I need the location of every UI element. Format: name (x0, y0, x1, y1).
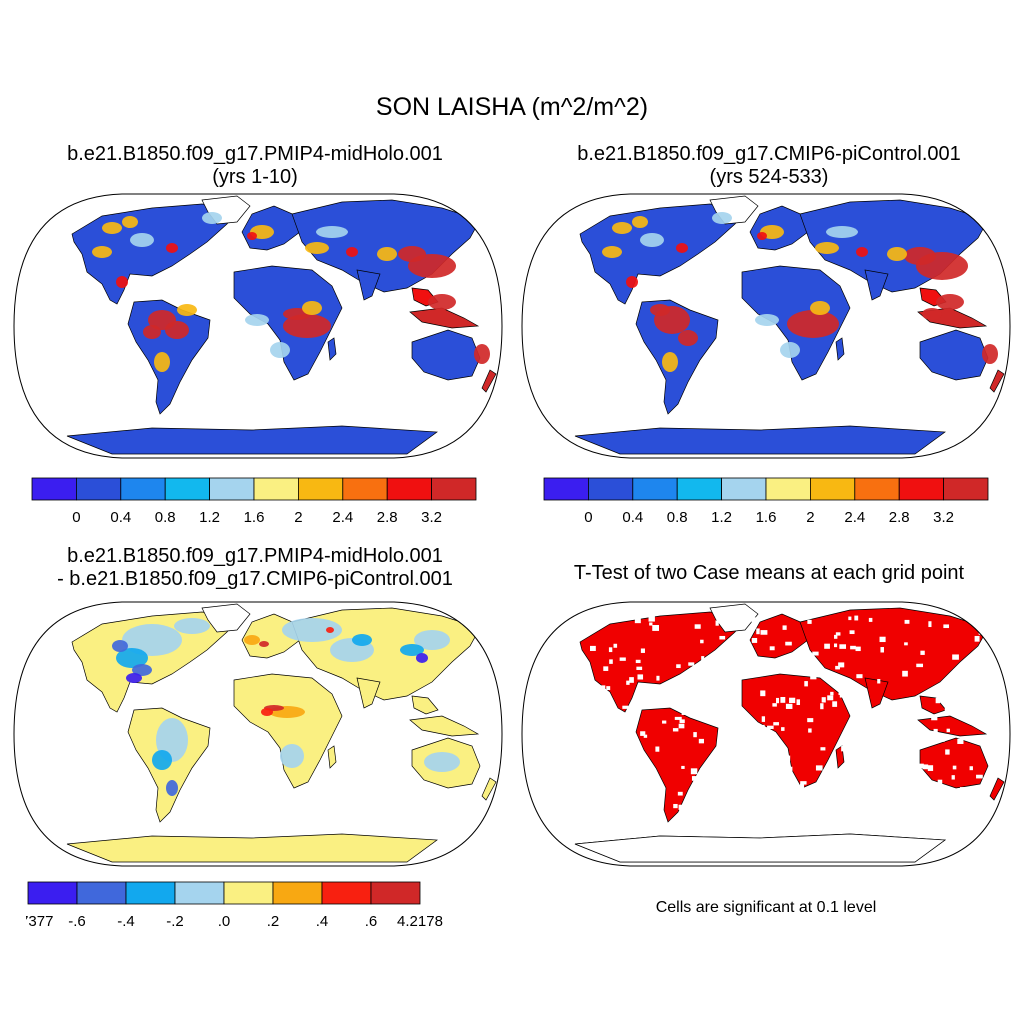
colorbar-2-swatch-0 (543, 477, 589, 501)
colorbar-1-swatch-2 (120, 477, 166, 501)
colorbar-3-swatch-3 (174, 881, 225, 905)
colorbar-panel-3: -3.7377 -.6 -.4 -.2 .0 .2 .4 .6 4.2178 (26, 881, 443, 930)
colorbar-2-swatch-3 (676, 477, 722, 501)
colorbar-3-label-8: 4.2178 (397, 913, 443, 930)
colorbar-2-swatch-4 (721, 477, 767, 501)
map-panel-midholo (13, 193, 503, 459)
colorbar-1-label-2: 0.8 (155, 509, 176, 526)
colorbar-2-swatch-7 (854, 477, 900, 501)
colorbar-1-label-1: 0.4 (110, 509, 131, 526)
colorbar-panel-1: 0 0.4 0.8 1.2 1.6 2 2.4 2.8 3.2 (31, 477, 477, 526)
colorbar-2-label-4: 1.6 (756, 509, 777, 526)
panel-4-title-line1: T-Test of two Case means at each grid po… (573, 562, 965, 584)
panel-3-title: b.e21.B1850.f09_g17.PMIP4-midHolo.001 - … (20, 545, 490, 591)
colorbar-3-swatch-2 (125, 881, 176, 905)
colorbar-1-swatch-5 (253, 477, 299, 501)
colorbar-3-swatch-1 (76, 881, 127, 905)
colorbar-3-label-5: .2 (267, 913, 280, 930)
colorbar-1-label-4: 1.6 (244, 509, 265, 526)
colorbar-2-swatch-2 (632, 477, 678, 501)
panel-2-title-line1: b.e21.B1850.f09_g17.CMIP6-piControl.001 (577, 143, 961, 165)
colorbar-2-label-7: 2.8 (889, 509, 910, 526)
colorbar-1-label-5: 2 (294, 509, 302, 526)
colorbar-1-swatch-4 (209, 477, 255, 501)
map-panel-ttest (521, 601, 1011, 867)
colorbar-1-label-0: 0 (72, 509, 80, 526)
colorbar-1-swatch-9 (431, 477, 477, 501)
colorbar-1-label-6: 2.4 (332, 509, 353, 526)
colorbar-3-swatch-5 (272, 881, 323, 905)
panel-3-title-line2: - b.e21.B1850.f09_g17.CMIP6-piControl.00… (57, 568, 453, 590)
colorbar-2-swatch-9 (943, 477, 989, 501)
colorbar-2-label-2: 0.8 (667, 509, 688, 526)
colorbar-2-swatch-6 (809, 477, 856, 501)
significance-note: Cells are significant at 0.1 level (655, 899, 877, 916)
colorbar-1-swatch-6 (297, 477, 344, 501)
colorbar-2-label-6: 2.4 (844, 509, 865, 526)
colorbar-1-swatch-1 (76, 477, 122, 501)
colorbar-3-swatch-4 (223, 881, 274, 905)
panel-1-title-line2: (yrs 1-10) (212, 166, 298, 188)
panel-2-title: b.e21.B1850.f09_g17.CMIP6-piControl.001 … (534, 143, 1004, 189)
colorbar-1-label-8: 3.2 (421, 509, 442, 526)
colorbar-3-label-7: .6 (365, 913, 378, 930)
figure-title: SON LAISHA (m^2/m^2) (375, 93, 649, 121)
colorbar-3-label-1: -.6 (68, 913, 86, 930)
colorbar-3-swatch-0 (27, 881, 78, 905)
colorbar-1-label-7: 2.8 (377, 509, 398, 526)
panel-4-title: T-Test of two Case means at each grid po… (534, 562, 1004, 585)
panel-3-title-line1: b.e21.B1850.f09_g17.PMIP4-midHolo.001 (67, 545, 443, 567)
colorbar-3-label-6: .4 (316, 913, 329, 930)
colorbar-2-label-1: 0.4 (622, 509, 643, 526)
map-panel-picontrol (521, 193, 1011, 459)
colorbar-3-label-3: -.2 (166, 913, 184, 930)
colorbar-2-swatch-1 (588, 477, 634, 501)
map-panel-difference (13, 601, 503, 867)
colorbar-2-label-8: 3.2 (933, 509, 954, 526)
colorbar-3-swatch-7 (370, 881, 421, 905)
colorbar-3-label-2: -.4 (117, 913, 135, 930)
colorbar-1-swatch-7 (342, 477, 388, 501)
colorbar-3-label-0: -3.7377 (26, 913, 53, 930)
colorbar-2-label-3: 1.2 (711, 509, 732, 526)
colorbar-1-label-3: 1.2 (199, 509, 220, 526)
colorbar-panel-2: 0 0.4 0.8 1.2 1.6 2 2.4 2.8 3.2 (543, 477, 989, 526)
panel-1-title: b.e21.B1850.f09_g17.PMIP4-midHolo.001 (y… (20, 143, 490, 189)
colorbar-2-swatch-5 (765, 477, 811, 501)
colorbar-2-label-0: 0 (584, 509, 592, 526)
colorbar-2-swatch-8 (898, 477, 945, 501)
colorbar-2-label-5: 2 (806, 509, 814, 526)
colorbar-1-swatch-0 (31, 477, 77, 501)
colorbar-1-swatch-8 (386, 477, 433, 501)
colorbar-3-label-4: .0 (218, 913, 231, 930)
colorbar-1-swatch-3 (164, 477, 210, 501)
panel-2-title-line2: (yrs 524-533) (709, 166, 829, 188)
colorbar-3-swatch-6 (321, 881, 372, 905)
panel-1-title-line1: b.e21.B1850.f09_g17.PMIP4-midHolo.001 (67, 143, 443, 165)
